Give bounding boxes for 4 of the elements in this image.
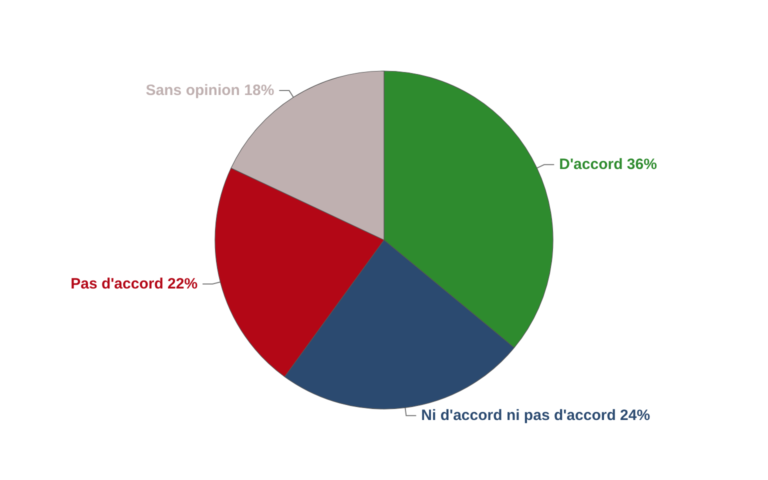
slice-label: Ni d'accord ni pas d'accord 24% (421, 407, 650, 424)
slice-label: D'accord 36% (559, 156, 657, 174)
slice-label: Pas d'accord 22% (70, 276, 198, 293)
slice-label: Sans opinion 18% (146, 82, 274, 100)
